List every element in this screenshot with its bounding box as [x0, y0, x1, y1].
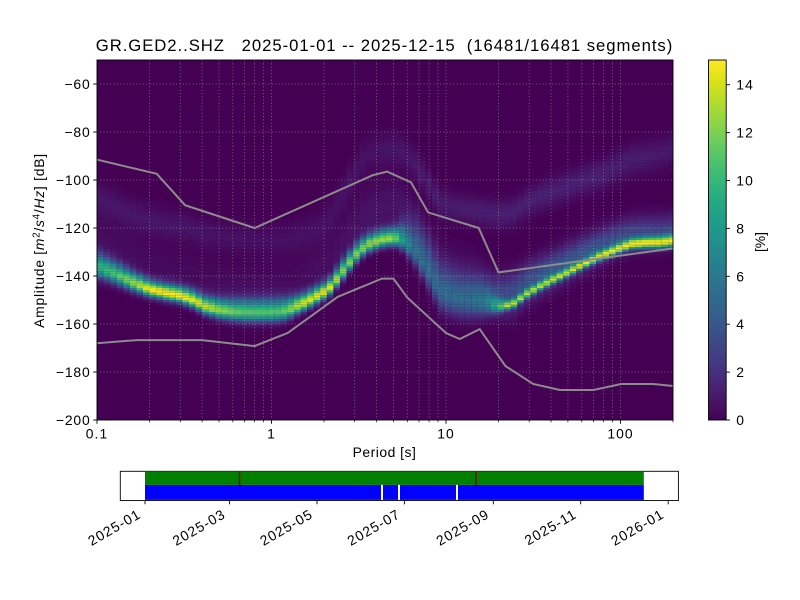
svg-text:8: 8 [736, 220, 745, 236]
svg-text:0: 0 [736, 412, 745, 428]
svg-text:12: 12 [736, 125, 754, 141]
svg-text:100: 100 [607, 426, 633, 442]
svg-text:10: 10 [736, 173, 754, 189]
svg-text:2: 2 [736, 364, 745, 380]
svg-text:Period [s]: Period [s] [353, 444, 417, 460]
svg-text:−60: −60 [64, 76, 90, 92]
svg-text:−100: −100 [56, 172, 91, 188]
svg-text:[%]: [%] [752, 232, 768, 252]
svg-text:−140: −140 [56, 268, 91, 284]
svg-text:Amplitude [m2/s4/Hz] [dB]: Amplitude [m2/s4/Hz] [dB] [31, 153, 47, 328]
svg-text:−160: −160 [56, 316, 91, 332]
svg-text:−80: −80 [64, 124, 90, 140]
svg-text:1: 1 [267, 426, 276, 442]
svg-text:0.1: 0.1 [86, 426, 108, 442]
svg-text:−180: −180 [56, 364, 91, 380]
svg-text:14: 14 [736, 77, 754, 93]
svg-text:10: 10 [437, 426, 455, 442]
svg-text:GR.GED2..SHZ 2025-01-01 -- 2: GR.GED2..SHZ 2025-01-01 -- 2025-12-15 (1… [96, 36, 673, 55]
svg-text:4: 4 [736, 316, 745, 332]
svg-text:−200: −200 [56, 412, 91, 428]
svg-text:6: 6 [736, 268, 745, 284]
svg-text:−120: −120 [56, 220, 91, 236]
